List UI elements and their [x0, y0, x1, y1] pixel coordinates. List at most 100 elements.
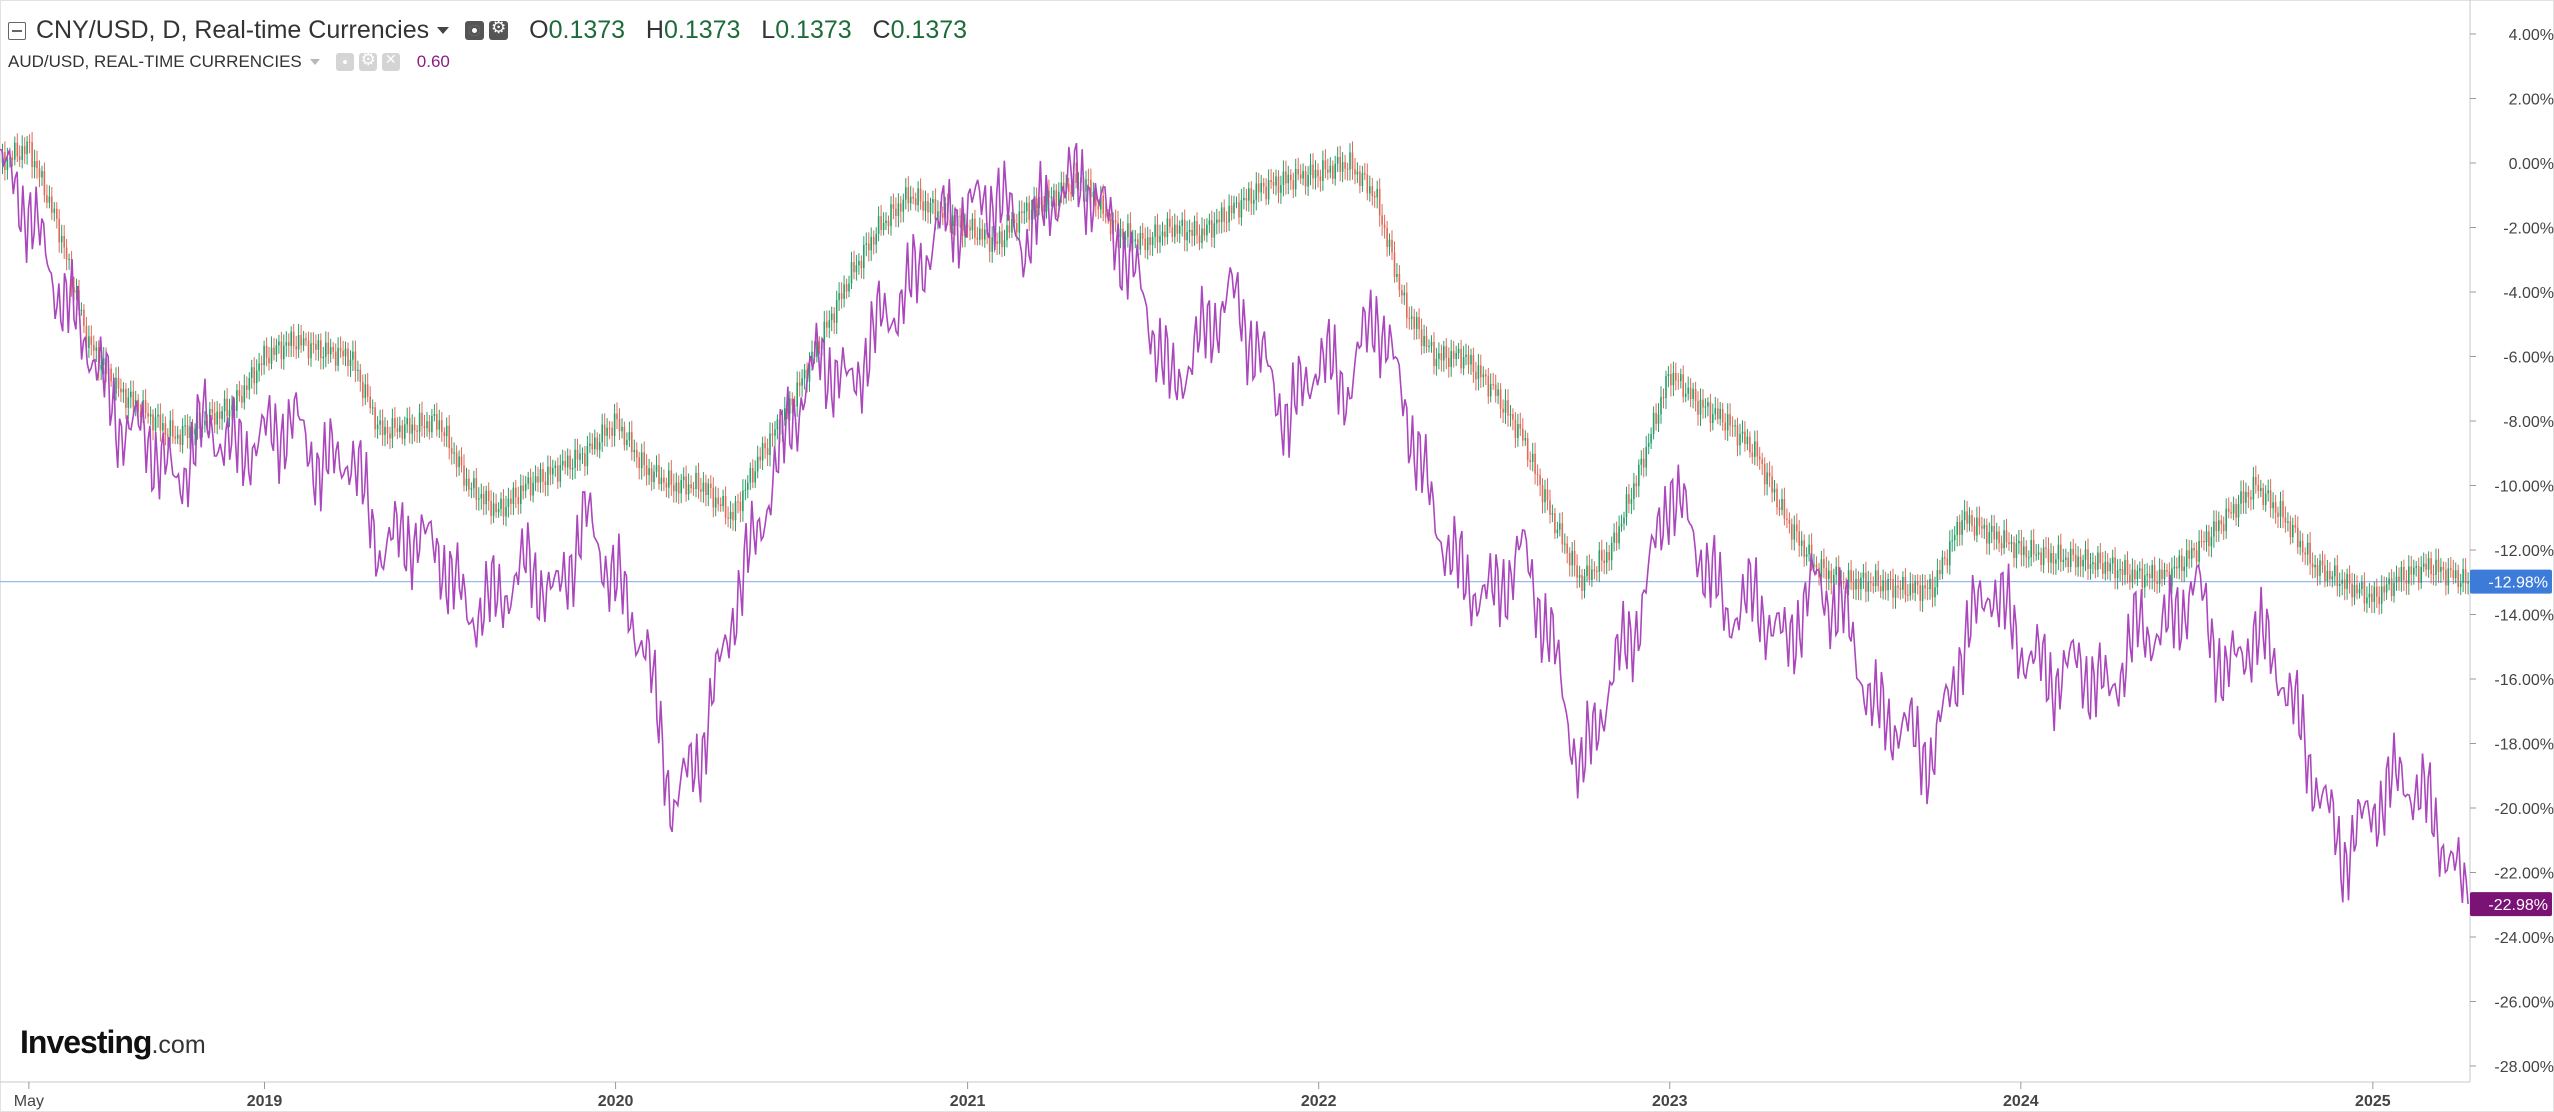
candle: [912, 187, 914, 205]
chevron-down-icon[interactable]: [437, 27, 450, 34]
candle-body: [1953, 535, 1956, 541]
candle-body: [2126, 560, 2129, 575]
candle: [697, 462, 700, 499]
candle-body: [1625, 494, 1628, 518]
candle: [1193, 215, 1196, 246]
candle-body: [1008, 225, 1011, 233]
candle: [1981, 516, 1983, 538]
candle-body: [1381, 215, 1383, 225]
candle: [1640, 450, 1643, 476]
candle-body: [1388, 239, 1391, 247]
candle: [2319, 553, 2321, 585]
collapse-legend-icon[interactable]: [8, 21, 26, 40]
candle: [1847, 562, 1850, 596]
candle: [253, 357, 255, 395]
candle-body: [339, 347, 342, 351]
candle-body: [2452, 570, 2455, 579]
candle: [1744, 421, 1746, 452]
candle-body: [2447, 568, 2450, 586]
candle: [1114, 209, 1117, 232]
candle: [1976, 506, 1978, 543]
chevron-down-icon[interactable]: [309, 59, 320, 65]
candle: [418, 403, 421, 443]
eye-icon[interactable]: [335, 53, 354, 71]
candle: [919, 178, 922, 210]
candle-body: [2403, 566, 2405, 580]
y-tick-label: -14.00%: [2494, 608, 2554, 625]
candle: [1870, 572, 1872, 592]
candle-body: [384, 426, 386, 435]
candle: [2368, 582, 2371, 608]
candle: [2417, 557, 2420, 591]
candle: [924, 190, 927, 222]
candle-body: [404, 424, 406, 439]
candle: [238, 380, 241, 402]
candle: [2092, 552, 2094, 575]
candle-body: [2102, 563, 2104, 574]
candle-body: [747, 482, 749, 490]
candle: [495, 493, 497, 518]
candle-body: [761, 443, 764, 461]
candle: [83, 304, 85, 334]
candle: [900, 196, 902, 223]
candle-body: [717, 497, 719, 505]
candle: [561, 449, 564, 471]
candle-body: [1509, 414, 1512, 416]
gear-icon[interactable]: [489, 18, 509, 40]
gear-icon[interactable]: [358, 50, 378, 71]
candle: [470, 482, 473, 499]
candle-body: [302, 338, 305, 346]
candle-body: [1820, 559, 1823, 578]
candle-body: [2198, 540, 2200, 562]
candle: [1865, 561, 1867, 603]
candle-body: [1280, 185, 1282, 193]
candle: [734, 495, 737, 532]
candle: [2403, 559, 2405, 591]
candle-body: [705, 482, 707, 495]
candle-body: [680, 479, 682, 494]
close-icon[interactable]: [381, 52, 400, 71]
candle: [1628, 484, 1630, 514]
candle-body: [2277, 512, 2279, 517]
candle-body: [1551, 513, 1554, 515]
candle-body: [1361, 173, 1364, 186]
candle-body: [127, 397, 130, 408]
candle-body: [1373, 196, 1376, 198]
candle-body: [984, 229, 986, 240]
candle: [655, 455, 658, 478]
eye-icon[interactable]: [465, 21, 485, 40]
candle-body: [1272, 182, 1275, 186]
candle: [1936, 558, 1939, 595]
candle: [28, 134, 31, 154]
candle: [1176, 215, 1179, 242]
candle: [1726, 403, 1729, 441]
candle: [1203, 219, 1206, 241]
candle-body: [1341, 162, 1344, 172]
candle: [1319, 169, 1322, 192]
candle-body: [2363, 582, 2366, 604]
candle-body: [1201, 228, 1203, 243]
candle-body: [598, 442, 601, 450]
candle-body: [1867, 582, 1870, 592]
candle: [1929, 574, 1931, 600]
candle: [996, 232, 998, 255]
candle-body: [900, 203, 902, 212]
candle: [628, 421, 631, 448]
candle-body: [154, 416, 157, 431]
compare-series-title[interactable]: AUD/USD, REAL-TIME CURRENCIES: [8, 52, 302, 71]
y-tick-label: -8.00%: [2503, 414, 2554, 431]
candle-body: [490, 501, 492, 516]
candle-body: [1267, 180, 1270, 200]
candle: [1842, 572, 1845, 590]
candle-body: [2420, 566, 2422, 583]
candle-body: [729, 512, 732, 519]
candle: [1791, 518, 1793, 550]
candle-body: [2390, 578, 2393, 596]
candle: [1786, 508, 1788, 529]
candle: [1912, 574, 1914, 600]
main-series-title[interactable]: CNY/USD, D, Real-time Currencies: [36, 16, 430, 44]
candle-body: [1531, 453, 1534, 462]
candle: [1309, 153, 1312, 186]
